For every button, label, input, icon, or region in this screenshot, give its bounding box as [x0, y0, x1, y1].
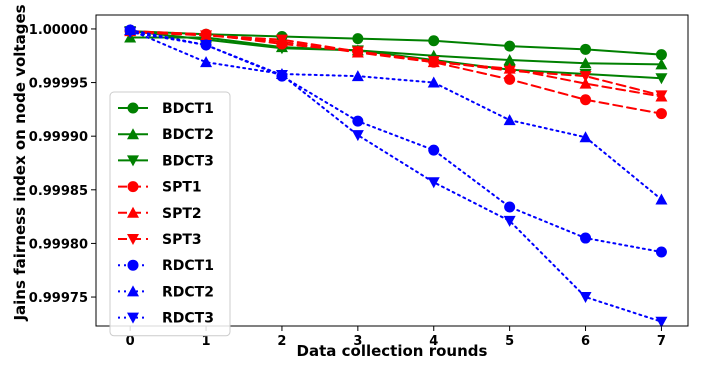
legend-label-bdct1: BDCT1: [162, 101, 214, 117]
data-point-spt3: [655, 90, 668, 102]
series-line-spt3: [129, 31, 663, 97]
y-tick-labels: 0.99975 0.99980 0.99985 0.99990 0.99995 1.000…: [29, 23, 88, 306]
data-point-spt3: [427, 56, 440, 68]
legend-label-spt2: SPT2: [162, 206, 202, 222]
data-point-rdct3: [124, 27, 137, 39]
data-point-rdct3: [503, 215, 516, 227]
legend-marker-spt2: [127, 206, 139, 218]
legend-marker-spt3: [127, 234, 139, 245]
x-tick-label: 5: [505, 334, 514, 349]
legend-label-bdct2: BDCT2: [162, 127, 214, 143]
series-line-bdct2: [129, 36, 663, 66]
x-tick-label: 7: [657, 334, 666, 349]
legend-box: [109, 91, 231, 337]
legend-marker-bdct3: [127, 155, 139, 167]
data-point-bdct3: [655, 73, 668, 85]
legend-marker-rdct2: [127, 285, 139, 297]
legend-label-rdct3: RDCT3: [162, 311, 214, 327]
legend-marker-spt1: [127, 181, 139, 193]
y-tick-label: 1.00000: [29, 23, 88, 38]
data-point-bdct1: [352, 33, 364, 45]
series-line-bdct1: [129, 30, 663, 56]
data-point-bdct1: [580, 43, 592, 55]
data-point-rdct3: [200, 40, 213, 52]
data-point-rdct1: [580, 232, 592, 244]
legend-marker-bdct1: [127, 102, 139, 114]
legend-label-bdct3: BDCT3: [162, 153, 214, 169]
legend-label-spt3: SPT3: [162, 232, 202, 248]
data-point-rdct2: [351, 70, 364, 82]
x-tick-label: 1: [202, 334, 211, 349]
data-point-rdct1: [655, 246, 667, 258]
legend-marker-bdct2: [127, 128, 139, 140]
data-point-rdct3: [655, 316, 668, 328]
data-point-bdct2: [503, 54, 516, 66]
data-point-spt1: [504, 73, 516, 85]
x-tick-label: 2: [277, 334, 286, 349]
data-point-spt2: [579, 77, 592, 89]
data-point-bdct1: [428, 35, 440, 47]
data-point-rdct1: [352, 115, 364, 127]
tick-marks: [91, 28, 662, 331]
y-tick-label: 0.99975: [29, 291, 88, 306]
data-point-rdct2: [503, 114, 516, 126]
legend-label-rdct1: RDCT1: [162, 258, 214, 274]
y-tick-label: 0.99990: [29, 130, 88, 145]
data-point-spt3: [351, 46, 364, 58]
series-line-bdct3: [129, 30, 663, 80]
data-point-rdct2: [427, 76, 440, 88]
x-tick-label: 3: [353, 334, 362, 349]
y-axis-label: Jains fairness index on node voltages: [11, 4, 29, 321]
data-point-bdct1: [655, 49, 667, 61]
data-point-rdct1: [504, 201, 516, 213]
data-point-rdct2: [655, 193, 668, 205]
series-line-rdct3: [129, 31, 663, 323]
x-tick-labels: 0 1 2 3 4 5 6 7: [126, 334, 666, 349]
data-point-rdct2: [200, 56, 213, 68]
x-tick-label: 6: [581, 334, 590, 349]
plot-frame: [95, 14, 689, 327]
series-lines: [129, 29, 663, 323]
data-point-bdct1: [504, 40, 516, 52]
x-axis-label: Data collection rounds: [297, 342, 488, 360]
data-point-spt3: [200, 30, 213, 42]
y-tick-label: 0.99980: [29, 237, 88, 252]
data-point-spt3: [579, 71, 592, 83]
data-point-spt1: [655, 108, 667, 120]
data-point-rdct1: [428, 144, 440, 156]
data-point-spt1: [580, 94, 592, 106]
legend-marker-rdct3: [127, 312, 139, 324]
data-point-rdct3: [427, 177, 440, 189]
legend-marker-rdct1: [127, 259, 139, 271]
data-points: [124, 24, 668, 328]
x-tick-label: 0: [126, 334, 135, 349]
x-tick-label: 4: [429, 334, 438, 349]
data-point-rdct2: [579, 131, 592, 143]
y-tick-label: 0.99985: [29, 184, 88, 199]
y-tick-label: 0.99995: [29, 77, 88, 92]
data-point-rdct3: [351, 130, 364, 142]
legend-label-rdct2: RDCT2: [162, 284, 214, 300]
series-line-rdct2: [129, 29, 663, 201]
data-point-bdct2: [579, 57, 592, 69]
legend: BDCT1 BDCT2 BDCT3 SPT1 SPT2 SPT3 RDCT1 RDCT2 RDC…: [109, 91, 231, 337]
legend-label-spt1: SPT1: [162, 180, 202, 196]
data-point-rdct3: [579, 292, 592, 304]
data-point-rdct3: [275, 70, 288, 82]
data-point-spt3: [275, 34, 288, 46]
data-point-spt3: [503, 65, 516, 77]
data-point-bdct2: [655, 58, 668, 70]
